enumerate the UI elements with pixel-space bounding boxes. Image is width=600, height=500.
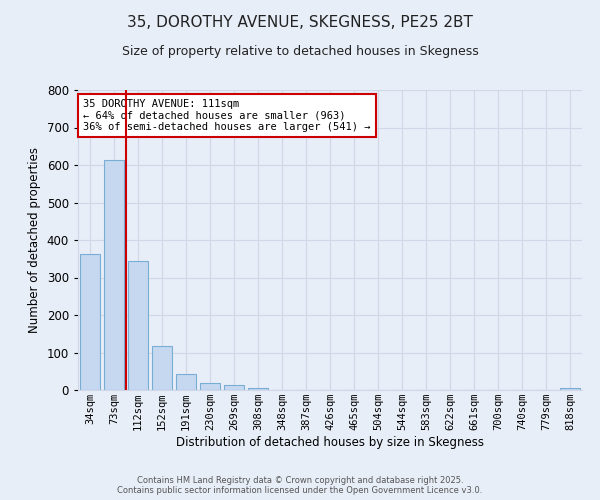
Text: 35, DOROTHY AVENUE, SKEGNESS, PE25 2BT: 35, DOROTHY AVENUE, SKEGNESS, PE25 2BT <box>127 15 473 30</box>
Text: 35 DOROTHY AVENUE: 111sqm
← 64% of detached houses are smaller (963)
36% of semi: 35 DOROTHY AVENUE: 111sqm ← 64% of detac… <box>83 99 371 132</box>
Bar <box>176 374 196 390</box>
Bar <box>224 385 244 390</box>
Text: Size of property relative to detached houses in Skegness: Size of property relative to detached ho… <box>122 45 478 58</box>
Bar <box>152 346 172 390</box>
X-axis label: Distribution of detached houses by size in Skegness: Distribution of detached houses by size … <box>176 436 484 449</box>
Text: Contains HM Land Registry data © Crown copyright and database right 2025.: Contains HM Land Registry data © Crown c… <box>137 476 463 485</box>
Y-axis label: Number of detached properties: Number of detached properties <box>28 147 41 333</box>
Bar <box>560 388 580 390</box>
Bar <box>128 260 148 390</box>
Text: Contains public sector information licensed under the Open Government Licence v3: Contains public sector information licen… <box>118 486 482 495</box>
Bar <box>104 160 124 390</box>
Bar <box>248 388 268 390</box>
Bar <box>80 254 100 390</box>
Bar <box>200 382 220 390</box>
